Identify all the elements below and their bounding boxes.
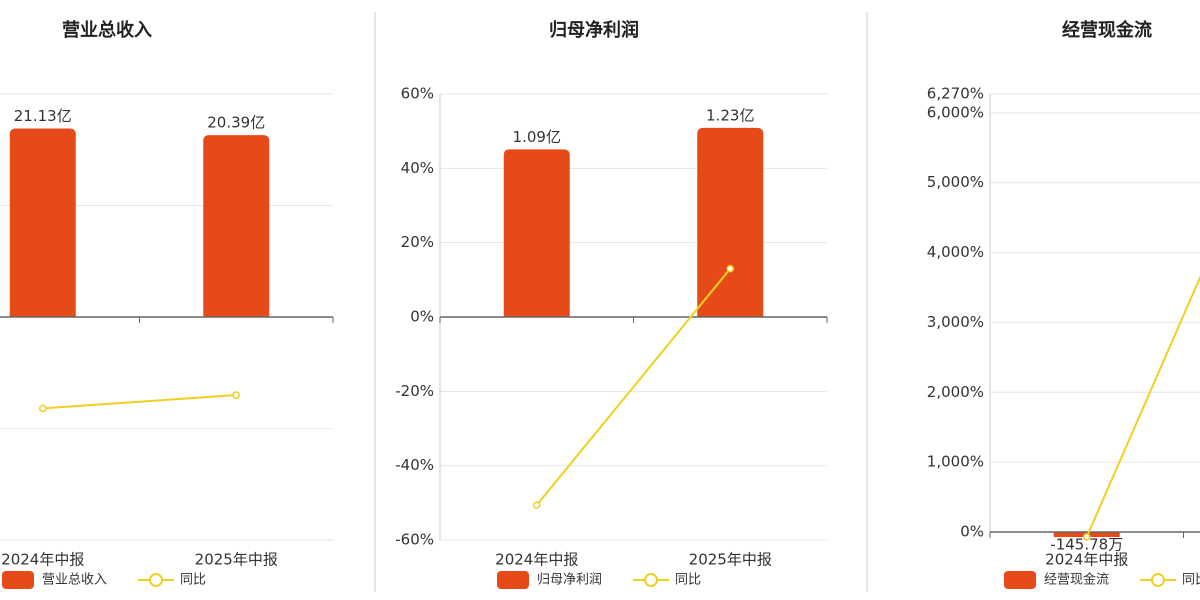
legend-marker bbox=[1151, 573, 1165, 587]
x-tick-label: 2024年中报 bbox=[495, 551, 578, 569]
chart-title: 归母净利润 bbox=[549, 19, 639, 41]
legend-swatch bbox=[1004, 571, 1036, 589]
line-point bbox=[726, 264, 734, 273]
y-tick-label: 0% bbox=[960, 523, 984, 541]
x-tick-label: 2024年中报 bbox=[1, 551, 84, 569]
legend-label: 经营现金流 bbox=[1044, 572, 1109, 588]
y-tick-label: 40% bbox=[401, 159, 434, 177]
y-tick-label: 20% bbox=[401, 233, 434, 251]
chart-title: 营业总收入 bbox=[62, 19, 152, 41]
y-tick-label: -60% bbox=[395, 531, 434, 549]
value-label: 1.23亿 bbox=[706, 106, 754, 124]
line bbox=[535, 268, 732, 506]
chart-title: 经营现金流 bbox=[1062, 19, 1152, 41]
x-tick-label: 2024年中报 bbox=[1045, 551, 1128, 569]
value-label: -145.78万 bbox=[1050, 536, 1123, 554]
line-point bbox=[533, 501, 541, 509]
line bbox=[42, 394, 237, 410]
y-tick-label: 60% bbox=[401, 85, 434, 103]
line-point bbox=[1083, 533, 1091, 541]
line-point bbox=[232, 391, 240, 399]
y-tick-label: 2,000% bbox=[927, 383, 984, 401]
bar bbox=[9, 128, 76, 317]
y-tick-label: 4,000% bbox=[927, 243, 984, 261]
y-tick-label: -20% bbox=[395, 382, 434, 400]
bar bbox=[503, 149, 570, 317]
legend-label: 营业总收入 bbox=[42, 573, 107, 588]
y-tick-label: 0% bbox=[410, 308, 434, 326]
legend-swatch bbox=[497, 571, 529, 589]
bar bbox=[203, 135, 270, 317]
y-tick-label: -40% bbox=[395, 456, 434, 474]
value-label: 21.13亿 bbox=[14, 107, 72, 125]
legend-marker bbox=[149, 573, 163, 587]
y-tick-label: 1,000% bbox=[927, 453, 984, 471]
line bbox=[1085, 275, 1200, 538]
y-tick-label: 6,000% bbox=[927, 103, 984, 121]
y-tick-label: 5,000% bbox=[927, 173, 984, 191]
legend-marker bbox=[644, 573, 658, 587]
value-label: 1.09亿 bbox=[513, 128, 561, 146]
legend-label: 同比 bbox=[1182, 573, 1200, 588]
y-tick-label: 6,270% bbox=[927, 85, 984, 103]
x-tick-label: 2025年中报 bbox=[195, 551, 278, 569]
x-tick-label: 2025年中报 bbox=[689, 551, 772, 569]
legend-label: 同比 bbox=[180, 573, 206, 588]
value-label: 20.39亿 bbox=[207, 114, 265, 132]
bar bbox=[697, 127, 764, 318]
legend-label: 同比 bbox=[675, 573, 701, 588]
y-tick-label: 3,000% bbox=[927, 313, 984, 331]
legend-label: 归母净利润 bbox=[537, 573, 602, 588]
legend-swatch bbox=[2, 571, 34, 589]
line-point bbox=[39, 404, 47, 413]
